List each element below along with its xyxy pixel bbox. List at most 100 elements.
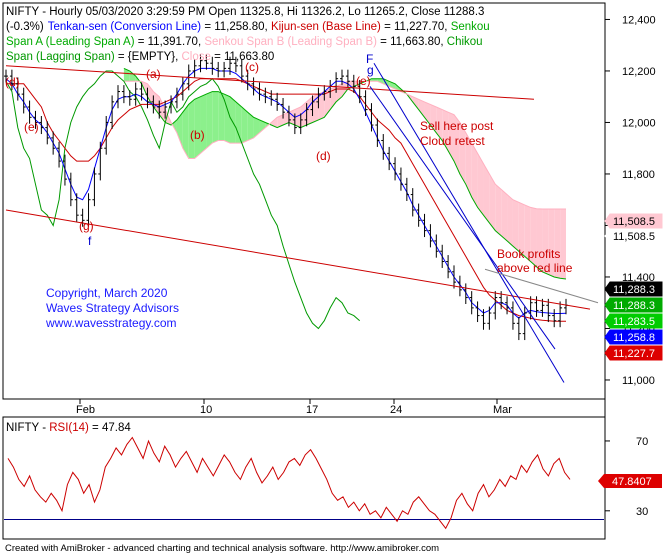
- rsi-y-tick-label: 30: [636, 506, 648, 518]
- x-tick-label: Mar: [493, 404, 512, 416]
- cloud-segment: [507, 194, 513, 247]
- header-ohlc: NIFTY - Hourly 05/03/2020 3:29:59 PM Ope…: [6, 6, 484, 18]
- cloud-segment: [530, 207, 537, 267]
- wave-label-d-top: (d): [5, 75, 20, 89]
- legend-senkou-a: Senkou: [451, 21, 490, 33]
- watermark-line-2: Waves Strategy Advisors: [46, 301, 179, 315]
- value-tag-label: 11,288.3: [613, 300, 655, 312]
- footer-credit: Created with AmiBroker - advanced charti…: [5, 543, 439, 554]
- cloud-segment: [430, 104, 437, 133]
- cloud-segment: [259, 119, 266, 133]
- kijun-sen-line: [6, 78, 566, 322]
- watermark-line-1: Copyright, March 2020: [46, 286, 168, 300]
- cloud-segment: [377, 78, 384, 84]
- value-tag-label: 11,258.8: [613, 332, 655, 344]
- wave-label-c: (c): [245, 60, 259, 74]
- wave-label-e: (e): [24, 120, 39, 134]
- cloud-segment: [371, 78, 378, 82]
- cloud-segment: [448, 112, 454, 162]
- header-line-2: (-0.3%) Tenkan-sen (Conversion Line) = 11…: [6, 21, 490, 33]
- y-tick-label: 11,400: [622, 272, 655, 284]
- cloud-segment: [330, 86, 337, 110]
- rsi-y-tick-label: 70: [636, 436, 648, 448]
- cloud-segment: [353, 81, 360, 87]
- y-tick-label: 11,000: [622, 375, 655, 387]
- cloud-segment: [459, 122, 466, 185]
- cloud-segment: [483, 163, 490, 223]
- header-line-4: Span (Lagging Span) = {EMPTY}, Close = 1…: [6, 51, 274, 63]
- cloud-segment: [442, 109, 449, 151]
- rsi-header: NIFTY - RSI(14) = 47.84: [6, 422, 131, 434]
- time-x-axis: Feb 10 17 24 Mar: [76, 399, 512, 416]
- value-tag-label: 11,227.7: [613, 348, 655, 360]
- value-tag: [604, 213, 663, 229]
- value-tag-label: 11,508.5: [613, 231, 655, 243]
- value-tag: [604, 329, 663, 345]
- cloud-segment: [518, 202, 525, 257]
- cloud-segment: [123, 68, 130, 82]
- cloud-segment: [324, 88, 331, 118]
- cloud-segment: [294, 107, 301, 128]
- value-tag-label: 11,288.3: [613, 284, 655, 296]
- cloud-segment: [188, 99, 195, 159]
- rsi-value-tag-label: 47.8407: [612, 476, 652, 488]
- annotation-book-profits: Book profits: [497, 247, 560, 261]
- value-tag: [604, 228, 663, 244]
- cloud-segment: [501, 189, 508, 241]
- y-tick-label: 12,200: [622, 66, 656, 78]
- cloud-segment: [212, 91, 219, 144]
- wave-label-f-top: F: [366, 52, 373, 66]
- value-tag-label: 11,283.5: [613, 316, 655, 328]
- cloud-segment: [489, 173, 496, 231]
- wave-label-b: (b): [190, 128, 205, 142]
- cloud-segment: [347, 81, 354, 89]
- cloud-segment: [477, 153, 484, 216]
- channel-line: [5, 65, 535, 100]
- x-tick-label: 17: [306, 404, 318, 416]
- cloud-segment: [418, 99, 425, 118]
- cloud-segment: [147, 83, 154, 108]
- cloud-segment: [194, 96, 201, 159]
- value-tags: 11,508.5 11,508.5 11,288.3 11,288.3 11,283.5…: [598, 213, 663, 488]
- cloud-segment: [412, 96, 419, 110]
- wave-label-d: (d): [316, 149, 331, 163]
- cloud-segment: [182, 104, 189, 159]
- cloud-segment: [554, 208, 561, 279]
- rsi-legend: RSI(14): [49, 422, 89, 434]
- x-tick-label: Feb: [76, 404, 95, 416]
- wave-label-f-low: f: [88, 234, 92, 248]
- watermark-line-3: www.wavesstrategy.com: [45, 316, 176, 330]
- value-tag: [604, 313, 663, 329]
- cloud-segment: [230, 96, 236, 144]
- value-tag-label: 11,508.5: [613, 216, 655, 228]
- cloud-segment: [560, 208, 566, 280]
- cloud-segment: [277, 114, 284, 128]
- rsi-value-tag: [598, 474, 662, 488]
- cloud-segment: [548, 208, 555, 277]
- cloud-segment: [318, 91, 325, 120]
- cloud-segment: [436, 107, 443, 141]
- cloud-segment: [512, 199, 519, 252]
- value-tag: [604, 281, 663, 297]
- y-tick-label: 12,000: [622, 117, 656, 129]
- value-tag: [604, 297, 663, 313]
- cloud-segment: [235, 101, 242, 144]
- cloud-segment: [300, 101, 307, 128]
- cloud-segment: [135, 76, 142, 84]
- cloud-segment: [524, 204, 531, 262]
- annotation-cloud-retest: Cloud retest: [420, 134, 485, 148]
- channel-line: [484, 268, 599, 304]
- cloud-segment: [206, 91, 213, 149]
- cloud-segment: [218, 91, 225, 141]
- rsi-series: 70 30: [4, 436, 648, 530]
- channel-lines: [5, 62, 599, 383]
- rsi-line: [7, 436, 571, 530]
- cloud-segment: [200, 94, 207, 154]
- cloud-segment: [224, 94, 230, 144]
- legend-kijun: Kijun-sen (Base Line): [271, 21, 381, 33]
- cloud-segment: [271, 117, 278, 128]
- x-tick-label: 10: [200, 404, 212, 416]
- channel-line: [373, 62, 565, 383]
- wave-label-g: (g): [79, 219, 94, 233]
